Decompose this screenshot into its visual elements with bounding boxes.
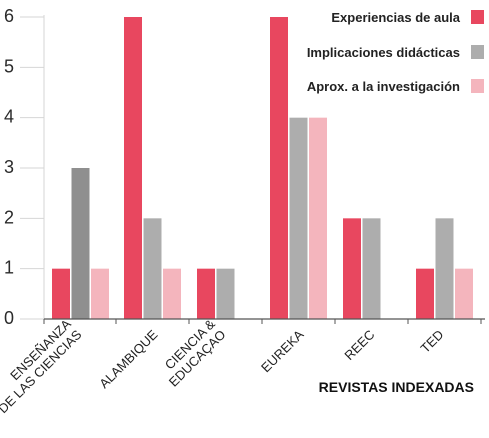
bar [71, 168, 90, 319]
y-tick-label: 1 [4, 258, 14, 278]
x-tick-label: CIENCIA &EDUCAÇAO [162, 316, 229, 390]
y-tick-label: 4 [4, 107, 14, 127]
bar [197, 268, 215, 319]
bar [270, 17, 288, 319]
x-tick-label: REEC [341, 327, 377, 363]
bar [343, 218, 361, 319]
legend-swatch [471, 79, 484, 93]
y-tick-label: 0 [4, 308, 14, 328]
bar [455, 268, 473, 319]
bar [143, 218, 162, 319]
y-axis: 0 1 2 3 4 5 6 [4, 6, 44, 328]
legend: Experiencias de aula Implicaciones didáct… [307, 10, 484, 94]
bar [435, 218, 454, 319]
bar [289, 117, 308, 320]
legend-swatch [471, 45, 484, 59]
bar [309, 117, 327, 320]
legend-swatch [471, 10, 484, 24]
y-tick-label: 5 [4, 56, 14, 76]
y-tick-label: 3 [4, 157, 14, 177]
legend-label: Experiencias de aula [331, 10, 460, 25]
legend-label: Implicaciones didácticas [307, 45, 460, 60]
bars [52, 17, 473, 320]
bar [216, 268, 235, 319]
x-tick-label-line: TED [417, 327, 446, 356]
bar [52, 268, 70, 319]
x-tick-label: TED [417, 327, 446, 356]
y-tick-label: 2 [4, 207, 14, 227]
bar [416, 268, 434, 319]
x-tick-label: EUREKA [258, 327, 307, 376]
x-axis-title: REVISTAS INDEXADAS [319, 379, 474, 395]
bar [91, 268, 109, 319]
x-tick-label-line: REEC [341, 327, 377, 363]
x-tick-label-line: EUREKA [258, 327, 307, 376]
legend-label: Aprox. a la investigación [307, 79, 460, 94]
x-tick-label: ALAMBIQUE [96, 327, 160, 391]
bar [362, 218, 381, 319]
bar [124, 17, 142, 319]
y-tick-label: 6 [4, 6, 14, 26]
x-tick-label-line: ALAMBIQUE [96, 327, 160, 391]
bar [163, 268, 181, 319]
